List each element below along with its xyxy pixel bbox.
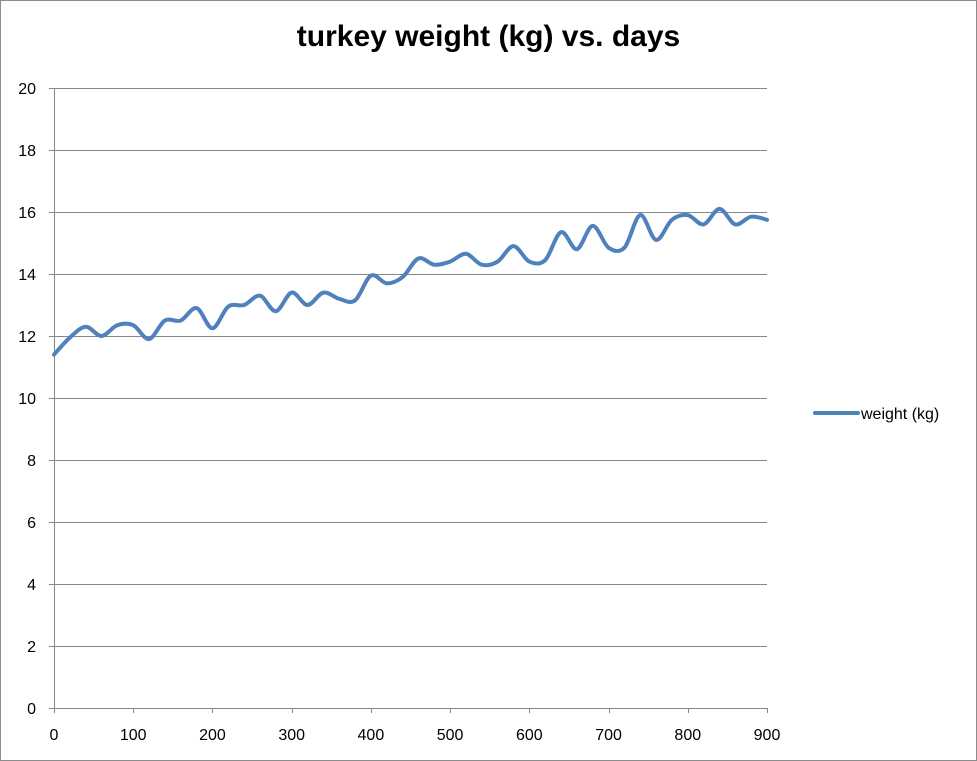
y-tick-label: 6 (27, 515, 36, 532)
y-tick-label: 4 (27, 577, 36, 594)
y-axis-ticks: 0 2 4 6 8 10 12 14 16 18 20 (18, 81, 54, 718)
x-tick-label: 300 (278, 727, 305, 744)
series-group (52, 206, 769, 357)
x-tick-label: 200 (199, 727, 226, 744)
y-tick-label: 18 (18, 143, 36, 160)
x-tick-label: 800 (674, 727, 701, 744)
x-axis-ticks: 0 100 200 300 400 500 600 700 800 900 (50, 708, 781, 744)
y-tick-label: 12 (18, 329, 36, 346)
series-line-weight (52, 206, 769, 357)
chart-title: turkey weight (kg) vs. days (296, 20, 681, 53)
axes (54, 88, 767, 709)
y-tick-label: 2 (27, 639, 36, 656)
x-tick-label: 400 (358, 727, 385, 744)
x-tick-label: 600 (516, 727, 543, 744)
y-tick-label: 10 (18, 391, 36, 408)
legend-label: weight (kg) (860, 406, 939, 423)
x-tick-label: 100 (120, 727, 147, 744)
y-tick-label: 16 (18, 205, 36, 222)
y-tick-label: 14 (18, 267, 36, 284)
y-tick-label: 8 (27, 453, 36, 470)
gridlines (54, 88, 767, 709)
x-tick-label: 0 (50, 727, 59, 744)
y-tick-label: 0 (27, 701, 36, 718)
x-tick-label: 700 (595, 727, 622, 744)
y-tick-label: 20 (18, 81, 36, 98)
legend: weight (kg) (813, 406, 939, 423)
x-tick-label: 500 (437, 727, 464, 744)
x-tick-label: 900 (754, 727, 781, 744)
